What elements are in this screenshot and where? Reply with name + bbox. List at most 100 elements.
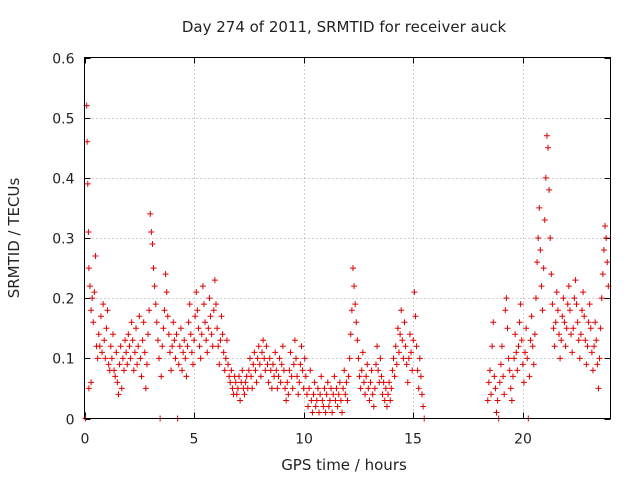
data-point	[306, 385, 313, 392]
data-point	[145, 331, 152, 338]
data-point	[526, 373, 533, 380]
data-point	[520, 379, 527, 386]
data-point	[126, 343, 133, 350]
data-point	[419, 391, 426, 398]
data-point	[222, 355, 229, 362]
data-point	[518, 337, 525, 344]
data-point	[579, 307, 586, 314]
data-point	[134, 361, 141, 368]
data-point	[501, 391, 508, 398]
data-point	[415, 385, 422, 392]
data-point	[331, 373, 338, 380]
data-point	[206, 295, 213, 302]
data-point	[233, 391, 240, 398]
data-point	[398, 307, 405, 314]
data-point	[562, 343, 569, 350]
data-point	[571, 295, 578, 302]
data-point	[318, 373, 325, 380]
data-point	[374, 343, 381, 350]
data-point	[523, 325, 530, 332]
data-point	[566, 307, 573, 314]
data-point	[95, 331, 102, 338]
data-point	[534, 259, 541, 266]
data-point	[528, 313, 535, 320]
data-point	[85, 385, 92, 392]
data-point	[554, 307, 561, 314]
data-point	[249, 385, 256, 392]
data-point	[396, 349, 403, 356]
data-point	[140, 319, 147, 326]
data-point	[592, 319, 599, 326]
data-point	[587, 325, 594, 332]
data-point	[363, 373, 370, 380]
data-point	[228, 367, 235, 374]
data-point	[325, 403, 332, 410]
data-point	[254, 355, 261, 362]
data-point	[312, 403, 319, 410]
data-point	[300, 385, 307, 392]
y-tick-label: 0.5	[52, 112, 74, 128]
data-point	[360, 379, 367, 386]
data-point	[313, 397, 320, 404]
data-point	[359, 349, 366, 356]
data-point	[275, 373, 282, 380]
y-tick-labels: 0 0.1 0.2 0.3 0.4 0.5 0.6	[52, 52, 74, 429]
data-point	[583, 361, 590, 368]
data-point	[169, 343, 176, 350]
axis-ticks	[84, 57, 611, 420]
data-point	[202, 319, 209, 326]
data-point	[211, 277, 218, 284]
data-point	[277, 379, 284, 386]
data-point	[105, 361, 112, 368]
data-point	[380, 379, 387, 386]
data-point	[368, 367, 375, 374]
data-point	[558, 337, 565, 344]
data-point	[575, 337, 582, 344]
data-point	[170, 319, 177, 326]
data-point	[552, 319, 559, 326]
data-point	[196, 343, 203, 350]
data-point	[198, 331, 205, 338]
x-tick-label: 20	[514, 432, 532, 448]
data-point	[194, 307, 201, 314]
data-point	[100, 301, 107, 308]
data-point	[522, 349, 529, 356]
data-point	[504, 325, 511, 332]
data-point	[290, 361, 297, 368]
data-point	[388, 385, 395, 392]
data-point	[192, 313, 199, 320]
data-point	[403, 361, 410, 368]
data-point	[488, 391, 495, 398]
data-point	[570, 325, 577, 332]
data-point	[118, 385, 125, 392]
data-point	[569, 349, 576, 356]
data-point	[371, 385, 378, 392]
data-point	[537, 247, 544, 254]
data-point	[500, 373, 507, 380]
data-point	[203, 337, 210, 344]
data-point	[219, 331, 226, 338]
data-point	[555, 331, 562, 338]
data-point	[491, 373, 498, 380]
data-point	[135, 343, 142, 350]
data-point	[109, 331, 116, 338]
data-point	[529, 343, 536, 350]
data-point	[370, 403, 377, 410]
data-point	[226, 373, 233, 380]
data-point	[310, 391, 317, 398]
data-point	[102, 355, 109, 362]
data-point	[314, 385, 321, 392]
data-point	[88, 379, 95, 386]
data-point	[129, 337, 136, 344]
data-point	[321, 385, 328, 392]
data-point	[267, 367, 274, 374]
data-point	[131, 349, 138, 356]
data-point	[245, 367, 252, 374]
data-point	[294, 373, 301, 380]
data-point	[563, 325, 570, 332]
data-point	[551, 343, 558, 350]
data-point	[532, 295, 539, 302]
data-point	[239, 367, 246, 374]
data-point	[204, 349, 211, 356]
